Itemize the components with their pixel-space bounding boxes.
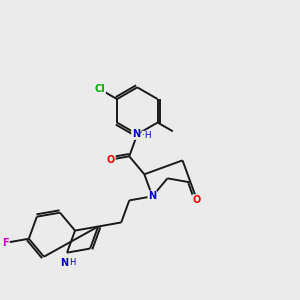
Text: O: O <box>193 195 201 205</box>
Text: H: H <box>69 258 76 267</box>
Text: N: N <box>60 258 68 268</box>
Text: O: O <box>107 154 115 165</box>
Text: N: N <box>132 129 140 139</box>
Text: N: N <box>148 191 156 201</box>
Text: F: F <box>2 238 9 248</box>
Text: Cl: Cl <box>94 84 105 94</box>
Text: ·H: ·H <box>142 131 152 140</box>
